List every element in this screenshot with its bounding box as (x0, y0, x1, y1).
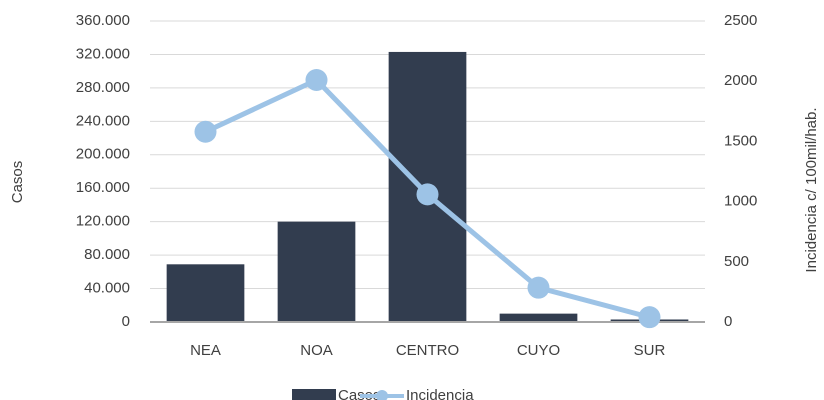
x-tick-label: NEA (190, 342, 221, 359)
y2-tick-label: 500 (724, 253, 749, 270)
line-marker (416, 183, 439, 206)
y-tick-label: 280.000 (76, 79, 130, 96)
y-tick-label: 320.000 (76, 45, 130, 62)
x-tick-label: NOA (300, 342, 333, 359)
line-marker (194, 120, 217, 143)
y-tick-label: 40.000 (84, 280, 130, 297)
y-tick-label: 120.000 (76, 213, 130, 230)
legend-swatch (292, 389, 336, 400)
line-marker (305, 68, 328, 91)
y-tick-label: 360.000 (76, 12, 130, 29)
y2-tick-label: 1000 (724, 193, 757, 210)
y-tick-label: 80.000 (84, 246, 130, 263)
legend-marker (376, 390, 388, 400)
y2-tick-label: 0 (724, 313, 732, 330)
x-tick-label: SUR (634, 342, 666, 359)
y-axis-label: Casos (9, 161, 26, 204)
line-marker (638, 306, 661, 329)
y2-tick-label: 2000 (724, 72, 757, 89)
y-tick-label: 160.000 (76, 179, 130, 196)
y-tick-label: 240.000 (76, 112, 130, 129)
legend-label: Casos (338, 387, 381, 400)
bar (499, 313, 578, 322)
bar (166, 264, 245, 322)
y-tick-label: 0 (122, 313, 130, 330)
y2-axis-label: Incidencia c/ 100mil/hab. (803, 107, 820, 272)
y2-tick-label: 2500 (724, 12, 757, 29)
line-marker (527, 276, 550, 299)
y-tick-label: 200.000 (76, 146, 130, 163)
x-tick-label: CUYO (517, 342, 560, 359)
bar (277, 221, 356, 322)
y2-tick-label: 1500 (724, 132, 757, 149)
x-tick-label: CENTRO (396, 342, 459, 359)
legend-label: Incidencia (406, 387, 474, 400)
